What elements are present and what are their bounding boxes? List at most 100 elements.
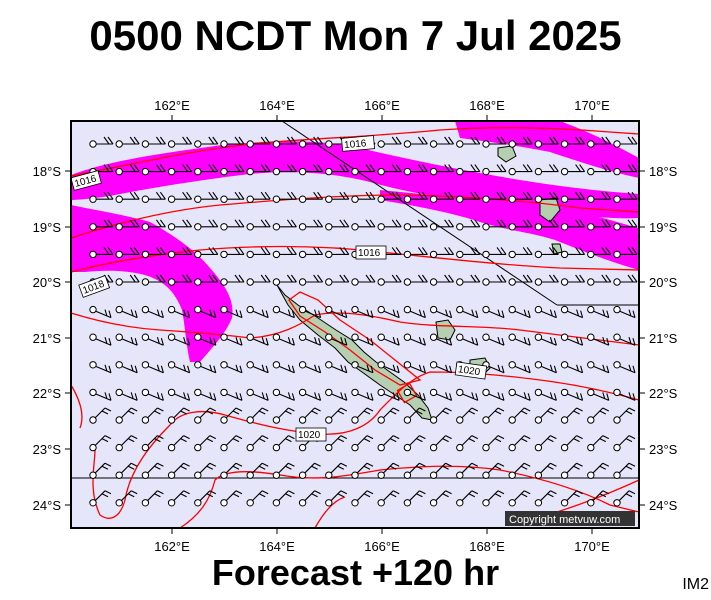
lon-label-top-168: 168°E	[469, 98, 505, 113]
wind-barb	[534, 462, 557, 479]
wind-barb	[246, 462, 269, 479]
wind-barb	[508, 435, 531, 452]
wind-barb	[298, 333, 322, 346]
wind-barb	[298, 191, 324, 203]
wind-barb	[403, 305, 426, 319]
wind-barb	[429, 219, 455, 231]
lat-label-right-22: 22°S	[649, 386, 678, 401]
wind-barb	[167, 361, 191, 374]
wind-barb	[429, 435, 452, 452]
wind-barb	[167, 247, 193, 259]
wind-barb	[534, 305, 557, 319]
copyright-badge: Copyright metvuw.com	[505, 511, 635, 526]
wind-band-west	[71, 205, 233, 362]
wind-barb	[351, 305, 374, 319]
wind-barb	[429, 191, 455, 203]
wind-barbs	[89, 136, 638, 507]
wind-barb	[141, 388, 164, 401]
wind-barb	[115, 164, 140, 176]
wind-barb	[351, 219, 376, 231]
wind-barb	[377, 191, 402, 203]
wind-barb	[167, 490, 190, 507]
wind-barb	[351, 361, 374, 374]
isobar-loop-east	[288, 291, 422, 386]
wind-barb	[325, 333, 348, 346]
wind-barb	[403, 136, 428, 148]
wind-barb	[325, 388, 348, 401]
wind-barb	[194, 274, 219, 286]
wind-barb	[89, 462, 112, 479]
wind-barb	[89, 361, 112, 374]
wind-barb	[220, 136, 245, 148]
wind-barb	[587, 247, 612, 259]
wind-barb	[141, 164, 166, 176]
isobar-label-1: 1016	[341, 135, 375, 152]
wind-barb	[89, 219, 114, 231]
wind-barb	[115, 407, 138, 424]
wind-barb	[377, 361, 400, 374]
wind-barb	[377, 333, 400, 346]
wind-barb	[534, 333, 557, 346]
wind-barb	[403, 164, 428, 176]
wind-barb	[613, 274, 638, 286]
wind-barb	[429, 361, 453, 374]
wind-barb	[456, 247, 481, 259]
lat-label-left-20: 20°S	[33, 275, 62, 290]
lat-label-right-19: 19°S	[649, 220, 678, 235]
wind-barb	[298, 407, 321, 424]
wind-barb	[115, 305, 138, 319]
wind-barb	[560, 333, 584, 346]
wind-barb	[613, 219, 638, 231]
wind-barb	[246, 274, 271, 286]
wind-barb	[272, 490, 295, 507]
wind-barb	[351, 164, 376, 176]
isobar-label-text-6: 1020	[298, 430, 321, 441]
wind-barb	[167, 435, 190, 452]
wind-barb	[613, 191, 638, 203]
wind-barb	[560, 191, 586, 203]
lon-label-top-166: 166°E	[364, 98, 400, 113]
isobar-label-6: 1020	[295, 427, 327, 442]
wind-barb	[89, 490, 112, 507]
wind-barb	[482, 305, 505, 319]
image-code: IM2	[682, 576, 709, 593]
wind-barb	[403, 407, 426, 424]
wind-barb	[587, 136, 612, 148]
tick-marks	[65, 115, 645, 534]
wind-barb	[560, 136, 586, 148]
wind-barb	[560, 388, 584, 401]
wind-barb	[246, 388, 269, 401]
wind-barb	[325, 462, 348, 479]
isobar-1016-mid	[70, 194, 640, 239]
wind-barb	[587, 388, 610, 401]
wind-barb	[534, 247, 559, 259]
copyright-text: Copyright metvuw.com	[509, 514, 620, 526]
wind-barb	[456, 435, 479, 452]
wind-barb	[298, 361, 322, 374]
wind-barb	[220, 219, 245, 231]
wind-barb	[534, 490, 557, 507]
wind-barb	[141, 407, 164, 424]
wind-barb	[167, 136, 193, 148]
wind-barb	[115, 435, 138, 452]
wind-barb	[429, 490, 452, 507]
isobar-1022	[179, 465, 640, 529]
wind-barb	[377, 407, 400, 424]
wind-barb	[482, 333, 505, 346]
wind-barb	[272, 361, 295, 374]
wind-barb	[508, 305, 531, 319]
wind-barb	[325, 164, 350, 176]
wind-barb	[377, 274, 402, 286]
wind-barb	[482, 490, 505, 507]
wind-barb	[194, 333, 217, 346]
wind-barb	[613, 333, 636, 346]
wind-barb	[220, 164, 245, 176]
wind-barb	[115, 361, 138, 374]
wind-barb	[89, 435, 112, 452]
lat-label-left-24: 24°S	[33, 498, 62, 513]
wind-barb	[508, 219, 533, 231]
wind-barb	[377, 164, 402, 176]
lon-label-bottom-168: 168°E	[469, 539, 505, 554]
wind-barb	[403, 219, 428, 231]
wind-barb	[482, 274, 507, 286]
